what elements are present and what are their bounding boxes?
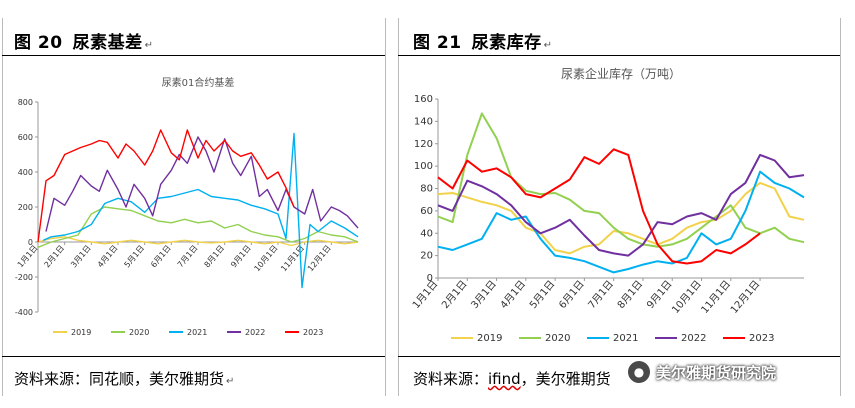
right-title-rule (398, 55, 840, 56)
y-tick-label: 800 (18, 98, 33, 107)
right-source-prefix: 资料来源： (413, 370, 489, 388)
x-tick-label: 6月1日 (149, 244, 173, 270)
series-line-2020 (37, 206, 359, 248)
left-source-text: 资料来源：同花顺，美尔雅期货 (14, 370, 225, 388)
legend-label-2022: 2022 (681, 333, 706, 344)
y-tick-label: -200 (15, 273, 33, 282)
watermark: ● 美尔雅期货研究院 (628, 359, 776, 385)
x-tick-label: 7月1日 (586, 278, 616, 311)
left-figure-title: 图 20 尿素基差 ↵ (14, 28, 153, 53)
x-tick-label: 4月1日 (96, 244, 120, 270)
y-tick-label: 40 (420, 228, 433, 239)
y-tick-label: 120 (414, 139, 433, 150)
y-tick-label: 0 (427, 273, 433, 284)
y-tick-label: -400 (15, 308, 33, 317)
x-tick-label: 10月1日 (669, 278, 703, 316)
legend-label-2022: 2022 (245, 328, 265, 337)
left-source-rule (2, 356, 385, 357)
x-tick-label: 11月1日 (279, 244, 306, 274)
left-figure-title-text: 尿素基差 (72, 33, 143, 53)
x-tick-label: 3月1日 (469, 278, 499, 311)
left-source-line: 资料来源：同花顺，美尔雅期货 ↵ (14, 368, 234, 389)
watermark-text: 美尔雅期货研究院 (656, 363, 777, 382)
right-source-suffix: ，美尔雅期货 (520, 370, 611, 388)
y-tick-label: 600 (18, 133, 33, 142)
left-source-return-mark: ↵ (226, 376, 235, 387)
y-tick-label: 20 (420, 251, 433, 262)
series-line-2021 (43, 132, 359, 289)
right-panel-border-left (398, 18, 399, 396)
series-line-2021 (437, 170, 805, 274)
x-tick-label: 2月1日 (439, 278, 469, 311)
y-tick-label: 200 (18, 203, 33, 212)
x-tick-label: 6月1日 (556, 278, 586, 311)
x-tick-label: 1月1日 (410, 278, 440, 311)
legend-label-2023: 2023 (749, 333, 774, 344)
x-tick-label: 8月1日 (615, 278, 645, 311)
series-line-2019 (37, 236, 359, 247)
series-line-2022 (45, 136, 359, 232)
y-tick-label: 60 (420, 206, 433, 217)
right-title-return-mark: ↵ (543, 40, 553, 51)
legend-label-2023: 2023 (303, 328, 323, 337)
x-tick-label: 3月1日 (69, 244, 93, 270)
x-tick-label: 5月1日 (122, 244, 146, 270)
series-line-2023 (437, 148, 761, 265)
x-tick-label: 9月1日 (644, 278, 674, 311)
x-tick-label: 2月1日 (42, 244, 66, 270)
x-tick-label: 12月1日 (728, 278, 762, 316)
x-tick-label: 11月1日 (699, 278, 733, 316)
wechat-icon: ● (628, 361, 650, 383)
legend-label-2020: 2020 (129, 328, 149, 337)
x-tick-label: 4月1日 (498, 278, 528, 311)
x-tick-label: 12月1日 (306, 244, 333, 274)
left-title-return-mark: ↵ (144, 40, 154, 51)
y-tick-label: 140 (414, 116, 433, 127)
legend-label-2021: 2021 (613, 333, 638, 344)
series-line-2020 (437, 112, 805, 248)
x-tick-label: 7月1日 (176, 244, 200, 270)
legend-label-2020: 2020 (545, 333, 570, 344)
left-title-rule (2, 55, 385, 56)
y-tick-label: 100 (414, 161, 433, 172)
left-panel-border-right (385, 18, 386, 396)
right-figure-title-text: 尿素库存 (471, 33, 542, 53)
legend-label-2021: 2021 (187, 328, 207, 337)
x-tick-label: 8月1日 (202, 244, 226, 270)
x-tick-label: 1月1日 (16, 244, 40, 270)
right-source-line: 资料来源：ifind，美尔雅期货 (413, 368, 611, 389)
series-line-2023 (37, 129, 295, 243)
legend-label-2019: 2019 (477, 333, 502, 344)
right-source-rule (398, 356, 840, 357)
left-panel-border-left (2, 18, 3, 396)
y-tick-label: 0 (28, 238, 33, 247)
y-tick-label: 160 (414, 94, 433, 105)
chart-title: 尿素企业库存（万吨） (561, 66, 681, 81)
series-line-2022 (437, 153, 805, 257)
right-figure-title: 图 21 尿素库存 ↵ (413, 28, 552, 53)
x-tick-label: 9月1日 (229, 244, 253, 270)
right-source-ifind: ifind (488, 370, 521, 388)
right-figure-number: 图 21 (413, 33, 462, 53)
right-panel-border-right (840, 18, 841, 396)
y-tick-label: 80 (420, 184, 433, 195)
basis-chart: 尿素01合约基差 800 600 400 200 0 -200 -400 1月1日 2月1日 3月1… (15, 76, 359, 337)
legend-label-2019: 2019 (71, 328, 91, 337)
chart-title: 尿素01合约基差 (162, 76, 235, 89)
x-tick-label: 10月1日 (253, 244, 280, 274)
left-figure-number: 图 20 (14, 33, 63, 53)
x-tick-label: 5月1日 (527, 278, 557, 311)
y-tick-label: 400 (18, 168, 33, 177)
